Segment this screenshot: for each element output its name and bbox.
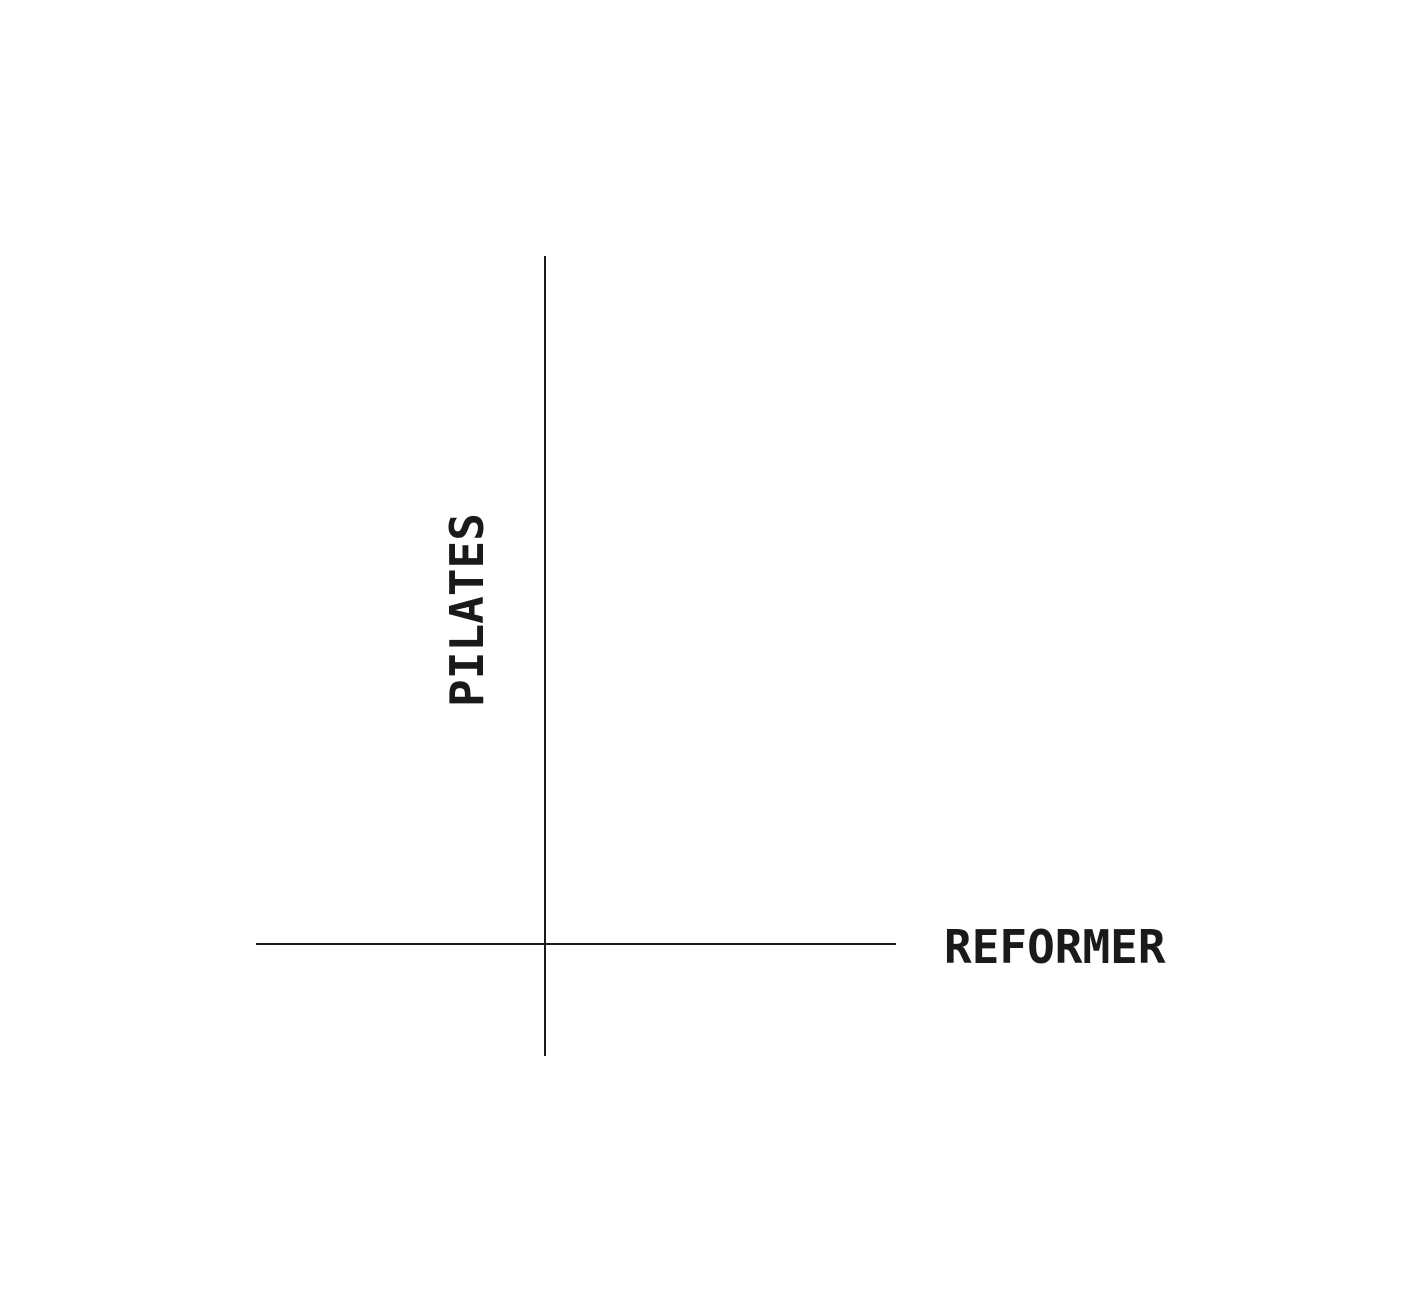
vertical-axis-line [544,256,546,1056]
horizontal-label: REFORMER [944,920,1166,974]
vertical-label: PILATES [440,513,494,707]
horizontal-axis-line [256,943,896,945]
